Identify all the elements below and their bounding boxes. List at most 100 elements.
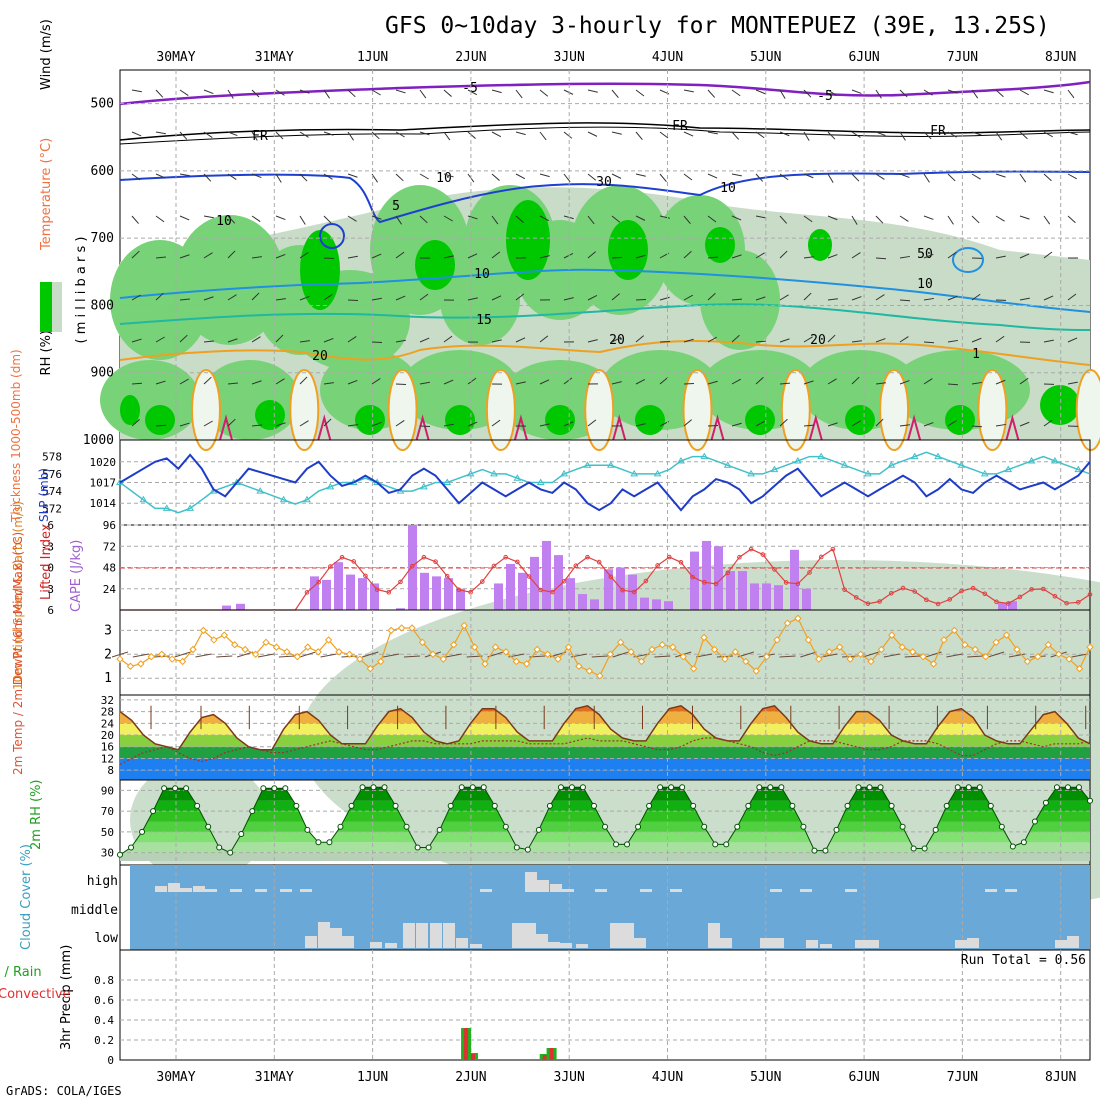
precip-legend-convective: Convective — [0, 987, 71, 1002]
wind-barb — [1067, 381, 1078, 385]
wind-barb — [683, 338, 694, 343]
wind-barb — [654, 655, 671, 658]
y-tick-label: 900 — [91, 366, 114, 381]
cape-bar — [518, 572, 527, 610]
wind-speed-marker — [762, 652, 771, 661]
wind-barb — [155, 336, 165, 343]
wind-barb — [174, 651, 191, 658]
li-marker — [374, 587, 380, 592]
wind-barb — [227, 215, 236, 224]
wind-barb — [395, 131, 405, 138]
wind-barb — [731, 215, 742, 221]
cloud-low-bar — [456, 938, 468, 948]
li-marker — [620, 587, 625, 593]
wind-barb — [1019, 377, 1029, 385]
wind-speed-marker — [919, 652, 927, 661]
wind-barb — [179, 422, 190, 427]
li-marker — [994, 599, 999, 605]
rh-marker — [723, 841, 730, 848]
rh-dark-area — [445, 405, 475, 435]
wind-speed-marker — [710, 645, 719, 654]
wind-barb — [1019, 131, 1028, 140]
thickness-marker — [536, 478, 545, 485]
wind-barb — [251, 380, 262, 385]
thickness-marker — [770, 465, 779, 473]
wind-barb — [347, 131, 355, 141]
cloud-low-bar — [867, 940, 879, 948]
wind-speed-marker — [418, 638, 427, 647]
wind-barb — [875, 215, 884, 224]
temp-contour-25 — [317, 414, 332, 441]
cloud-low-bar — [610, 923, 622, 948]
wind-barb — [1067, 215, 1076, 224]
cape-bar — [714, 546, 723, 610]
wind-speed-marker — [126, 662, 135, 670]
wind-barb — [779, 418, 788, 427]
wind-speed-marker — [387, 626, 395, 635]
date-label-top: 30MAY — [156, 50, 195, 65]
wind-barb — [971, 89, 979, 99]
thickness-marker — [466, 469, 475, 477]
rh-marker — [128, 844, 135, 851]
wind-barb — [467, 89, 478, 96]
rh-band — [120, 842, 1090, 853]
wind-speed-marker — [783, 619, 792, 627]
wind-speed-marker — [470, 643, 479, 651]
rh-marker — [811, 847, 818, 854]
wind-barb — [371, 377, 381, 385]
temp-tick: 32 — [101, 694, 114, 707]
wind-barb — [683, 250, 692, 259]
wind-barb — [203, 296, 214, 301]
rh-marker — [348, 802, 355, 809]
wind-speed-marker — [262, 638, 270, 647]
wind-barb — [899, 173, 910, 178]
rh-marker — [657, 784, 664, 791]
wind-barb — [923, 131, 932, 140]
thickness-marker — [630, 469, 639, 477]
rh-label: RH (%) — [39, 330, 54, 375]
precip-tick: 0.4 — [94, 1014, 114, 1027]
wind-barb — [587, 173, 597, 181]
date-label-bottom: 6JUN — [848, 1070, 879, 1085]
cloud-high-bar — [280, 889, 292, 892]
wind-speed-marker — [366, 664, 375, 673]
wind-barb — [515, 381, 526, 385]
wind-speed-marker — [658, 641, 667, 649]
rh-marker — [579, 784, 586, 791]
wind-speed-marker — [293, 652, 302, 661]
thickness-marker — [303, 495, 311, 503]
wind-barb — [779, 131, 790, 137]
wind-barb — [371, 297, 382, 301]
contour-label: 10 — [474, 267, 490, 282]
cloud-low-bar — [622, 923, 634, 948]
wind-barb — [803, 131, 810, 141]
contour-label: 5 — [392, 199, 400, 214]
temp-contour-25 — [1005, 414, 1020, 441]
wind-barb — [443, 255, 454, 259]
wind-barb — [323, 215, 332, 224]
cape-bar — [444, 578, 453, 610]
li-marker — [807, 570, 812, 575]
wind-barb — [851, 89, 862, 94]
wind-barb — [347, 379, 358, 385]
rh-dark-area — [120, 395, 140, 425]
li-marker — [631, 589, 637, 595]
wind-speed-marker — [168, 655, 176, 663]
li-marker — [1064, 600, 1069, 606]
cloud-level-label: high — [87, 874, 118, 889]
wind-barb — [587, 215, 595, 225]
wind-barb — [227, 131, 238, 137]
wind-barb — [779, 173, 789, 181]
rh-dark-area — [808, 229, 832, 261]
wind-barb — [467, 377, 477, 385]
wind-barb — [707, 173, 718, 179]
rh-marker — [789, 802, 796, 809]
wind-barb — [299, 215, 306, 225]
rh-marker — [546, 802, 553, 809]
wind-speed-marker — [210, 636, 218, 644]
wind-barb — [491, 339, 502, 343]
rh-marker — [800, 823, 807, 830]
precip-tick: 0.6 — [94, 994, 114, 1007]
wind-barb — [131, 215, 139, 224]
